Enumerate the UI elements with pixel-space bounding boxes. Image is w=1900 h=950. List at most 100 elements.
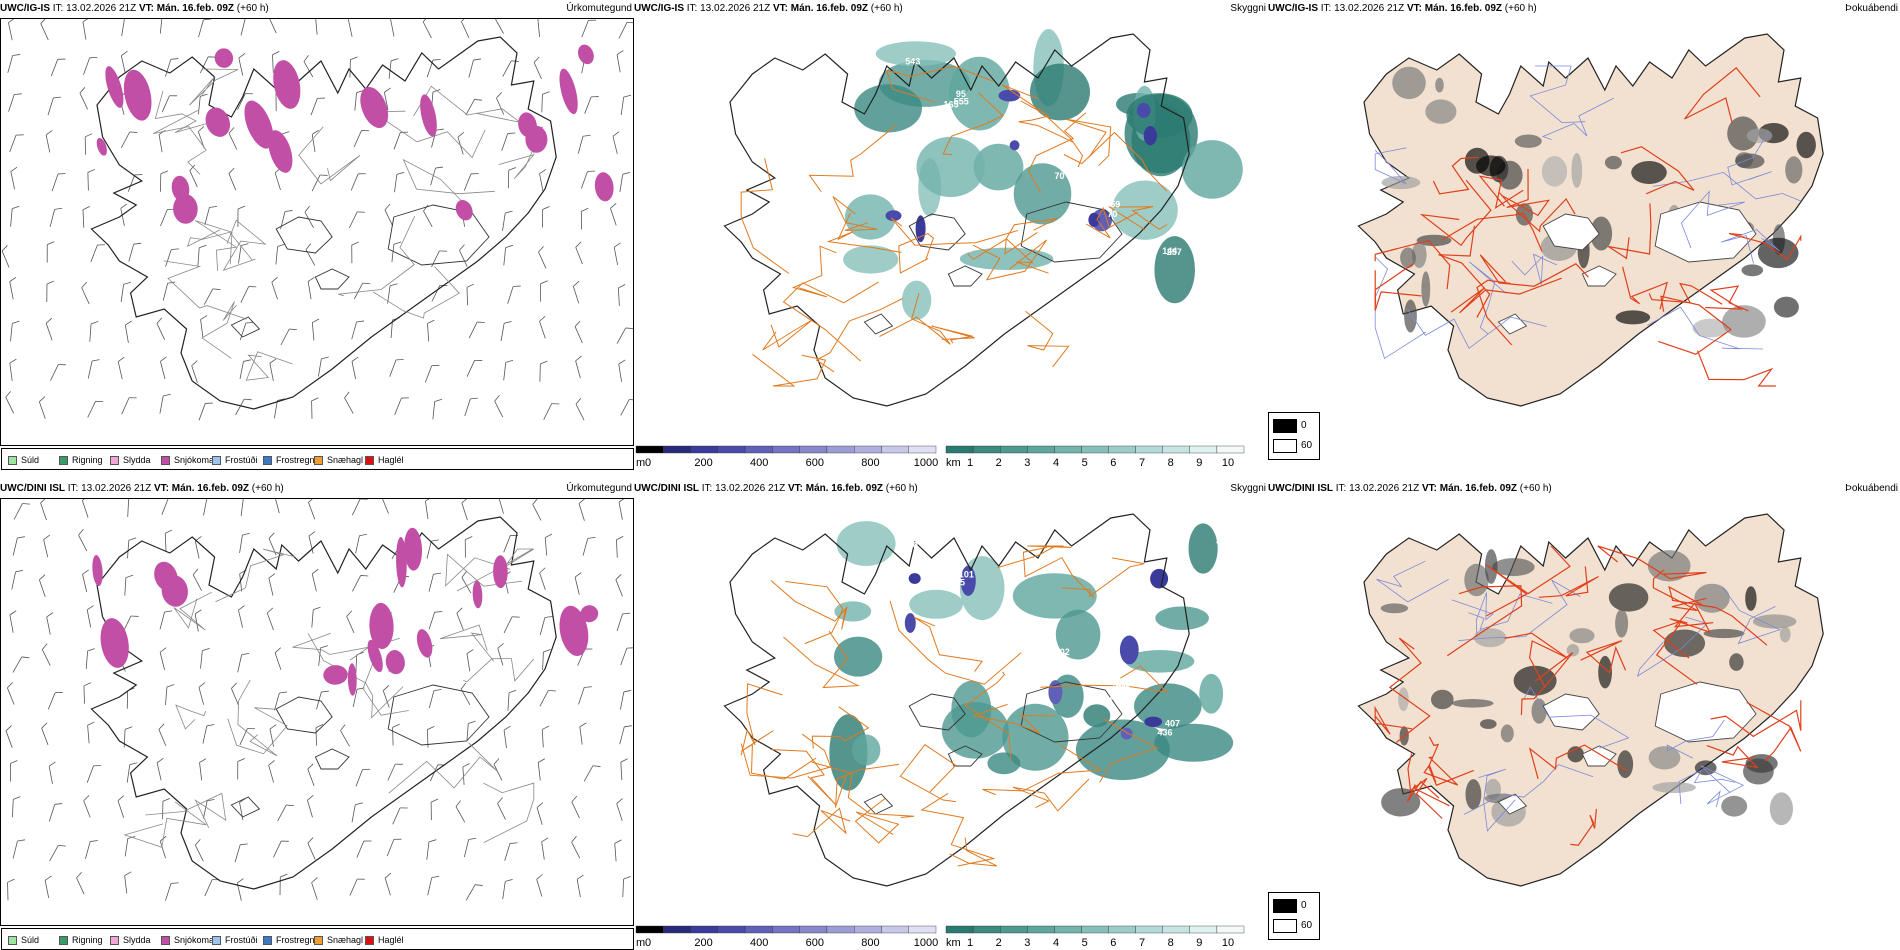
wind-barb xyxy=(49,207,63,227)
wind-barb xyxy=(577,134,591,154)
legend-label: Haglél xyxy=(378,935,404,945)
wind-barb xyxy=(466,283,475,306)
visibility-scale-tick: 3 xyxy=(1024,457,1030,469)
precip-type-legend: Súld Rigning Slydda Snjókoma Frostúði Frostre… xyxy=(1,448,634,470)
wind-barb xyxy=(347,19,355,37)
wind-barb xyxy=(198,93,208,115)
ceiling-scale-tick: 400 xyxy=(750,937,768,949)
road-line xyxy=(931,325,975,344)
fog-indicator-area xyxy=(1745,586,1757,611)
glacier-outline xyxy=(863,793,894,815)
road-line xyxy=(123,801,207,848)
wind-barb xyxy=(352,575,369,592)
road-line xyxy=(1620,146,1695,195)
wind-barb xyxy=(127,174,143,192)
snowfall-area xyxy=(518,112,537,138)
ceiling-value-label: 30 xyxy=(1002,614,1012,624)
wind-barb xyxy=(431,250,448,268)
low-visibility-area xyxy=(1154,723,1234,762)
fog-indicator-area xyxy=(1703,628,1745,639)
wind-barb xyxy=(81,281,90,305)
visibility-scale-tick: 9 xyxy=(1196,937,1202,949)
wind-barb xyxy=(160,170,169,192)
panel-header: UWC/IG-IS IT: 13.02.2026 21Z VT: Mán. 16… xyxy=(0,0,634,18)
wind-barb xyxy=(78,528,88,552)
wind-barb xyxy=(46,280,55,303)
fog-indicator-area xyxy=(1617,750,1634,779)
ceiling-scale-swatch xyxy=(799,445,828,454)
wind-barb xyxy=(7,54,21,73)
low-visibility-area xyxy=(1155,606,1209,630)
road-line xyxy=(1705,285,1749,312)
fog-indicator-area xyxy=(1604,155,1622,170)
vt-label: VT: xyxy=(153,483,169,494)
wind-barb xyxy=(616,327,633,344)
legend-swatch xyxy=(8,936,17,946)
visibility-map: 543 555 172 70 59 257 311 95 331 180 70 144 637 165 xyxy=(634,18,1268,438)
snowfall-area xyxy=(323,665,348,685)
road-line xyxy=(201,301,237,359)
ceiling-value-label: 225 xyxy=(1223,546,1238,556)
wind-barb xyxy=(382,685,390,708)
road-line xyxy=(783,630,860,689)
ceiling-value-label: 139 xyxy=(1010,616,1025,626)
wind-barb xyxy=(228,127,238,150)
glacier-outline xyxy=(275,216,333,254)
snowfall-area xyxy=(244,100,274,149)
ceiling-visibility-scale: m 0 200 400 600 800 1000 km 1 2 3 4 5 6 7 8 9 10 xyxy=(635,925,1245,949)
road-line xyxy=(826,212,902,253)
wind-barb xyxy=(349,56,358,78)
glacier-outline xyxy=(1542,693,1600,731)
wind-barb xyxy=(583,765,601,782)
visibility-scale-tick: 7 xyxy=(1139,457,1145,469)
fog-legend-label: 60 xyxy=(1301,920,1313,931)
lead-time: (+60 h) xyxy=(251,483,284,494)
snowfall-area xyxy=(205,107,231,137)
fog-indicator-area xyxy=(1392,66,1426,100)
ceiling-value-label: 165 xyxy=(944,100,959,110)
wind-barb xyxy=(311,129,319,153)
wind-barb xyxy=(280,328,297,346)
wind-barb xyxy=(455,800,466,823)
glacier-outline xyxy=(230,316,261,338)
panel-title: Skyggni xyxy=(1230,3,1266,14)
visibility-scale-tick: 8 xyxy=(1168,937,1174,949)
visibility-scale-tick: 3 xyxy=(1024,937,1030,949)
road-line xyxy=(1710,700,1802,738)
fog-legend-swatch xyxy=(1273,899,1297,913)
legend-item: Snjókoma xyxy=(161,454,214,466)
road-line xyxy=(967,238,1049,274)
visibility-scale-swatch xyxy=(1000,925,1028,934)
wind-barb xyxy=(500,321,512,342)
wind-barb xyxy=(311,174,328,192)
ceiling-scale-swatch xyxy=(799,925,828,934)
wind-barb xyxy=(86,765,102,783)
low-visibility-area xyxy=(1199,673,1224,714)
wind-barb xyxy=(189,164,198,188)
fog-indicator-area xyxy=(1400,247,1416,269)
ceiling-scale-swatch xyxy=(690,445,718,454)
wind-barb xyxy=(198,402,213,421)
wind-barb xyxy=(460,682,471,705)
wind-barb xyxy=(158,723,167,747)
wind-barb xyxy=(274,499,280,514)
low-visibility-area xyxy=(852,734,881,766)
wind-barb xyxy=(124,574,134,596)
road-line xyxy=(1446,585,1523,657)
low-visibility-area xyxy=(909,589,963,619)
wind-barb xyxy=(48,761,56,784)
wind-barb xyxy=(464,536,473,558)
river-line xyxy=(1727,131,1772,186)
wind-barb xyxy=(461,19,470,39)
fog-indicator-area xyxy=(1598,655,1612,689)
fog-map xyxy=(1268,498,1900,918)
wind-barb xyxy=(541,837,549,860)
wind-barb xyxy=(311,568,319,592)
legend-swatch xyxy=(314,936,323,946)
wind-barb xyxy=(355,533,367,554)
wind-barb xyxy=(120,131,138,148)
snowfall-area xyxy=(455,199,473,221)
wind-barb xyxy=(619,725,632,745)
lead-time: (+60 h) xyxy=(236,3,269,14)
wind-barb xyxy=(43,534,51,558)
